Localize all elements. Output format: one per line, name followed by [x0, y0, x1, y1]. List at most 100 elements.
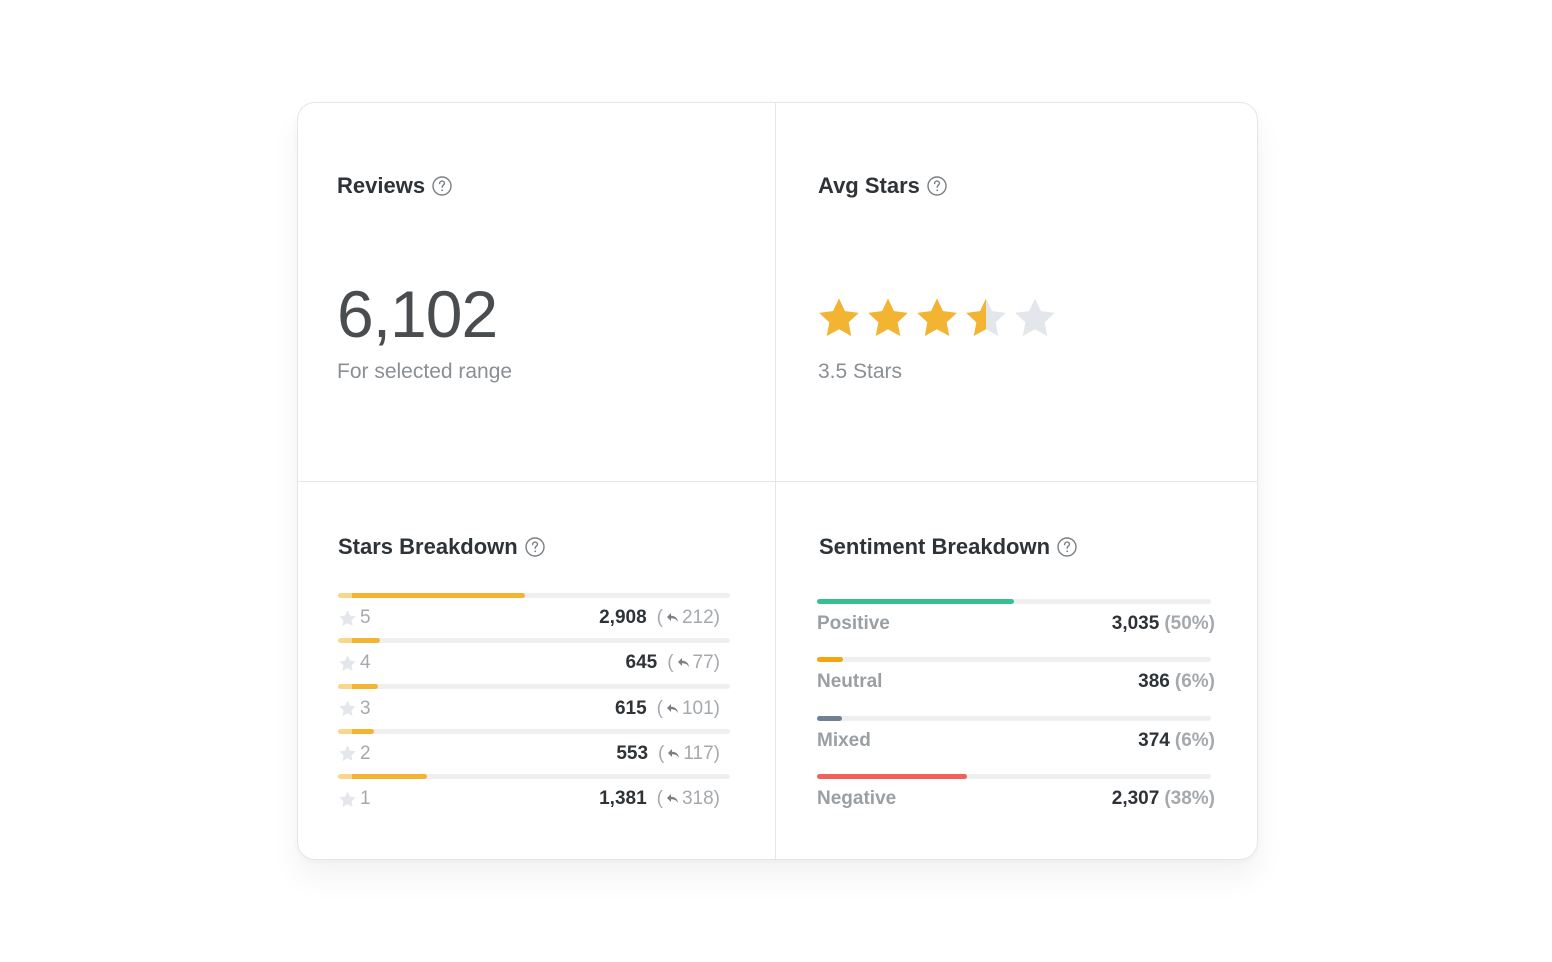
- bar-track: [338, 774, 730, 780]
- star-level: 2: [360, 742, 371, 764]
- replies-count: 212: [681, 607, 714, 628]
- star-icon: [339, 745, 356, 762]
- stars-breakdown-row: 4 645 (77): [338, 638, 730, 683]
- bar-track: [817, 599, 1211, 604]
- stars-breakdown-row: 3 615 (101): [338, 683, 730, 729]
- replies: (77): [667, 652, 720, 674]
- star-label: 4: [338, 652, 371, 674]
- star-values: 2,908 (212): [599, 607, 720, 629]
- replies: (212): [656, 607, 720, 628]
- bar-track: [338, 638, 730, 644]
- bar-track: [338, 728, 730, 734]
- star-level: 3: [360, 697, 371, 719]
- reviews-title: Reviews: [337, 173, 452, 199]
- avg-stars-panel: Avg Stars 3.5 Stars: [776, 103, 1257, 481]
- replies-count: 77: [692, 652, 714, 674]
- replies: (101): [656, 697, 720, 719]
- bar-fill: [817, 715, 842, 721]
- star-count: 2,908: [599, 607, 647, 628]
- star-label: 1: [338, 788, 371, 810]
- reply-icon: [666, 794, 678, 804]
- replies: (318): [656, 788, 720, 810]
- sentiment-values: 386 (6%): [1138, 671, 1215, 693]
- bar-fill: [338, 593, 525, 598]
- bar-track: [817, 773, 1211, 779]
- avg-stars-title-text: Avg Stars: [818, 173, 920, 198]
- stars-breakdown-panel: Stars Breakdown 5 2,908 (212): [298, 482, 775, 859]
- star-values: 1,381 (318): [599, 788, 720, 810]
- bar-fill: [817, 599, 1014, 604]
- sentiment-count: 2,307: [1111, 787, 1160, 809]
- star-count: 553: [616, 742, 649, 764]
- bar-track: [338, 683, 730, 689]
- star-level: 5: [360, 607, 371, 628]
- sentiment-label: Neutral: [817, 671, 883, 693]
- stars-breakdown-row: 2 553 (117): [338, 728, 730, 774]
- stars-breakdown-title: Stars Breakdown: [338, 534, 545, 560]
- avg-stars-title: Avg Stars: [818, 173, 947, 199]
- bar-fill: [817, 773, 967, 779]
- reply-icon: [666, 613, 678, 622]
- bar-fill: [338, 728, 374, 734]
- star-filled-icon: [917, 298, 957, 337]
- reviews-count: 6,102: [337, 277, 498, 351]
- help-icon[interactable]: [525, 537, 545, 557]
- reviews-panel: Reviews 6,102 For selected range: [298, 103, 775, 481]
- bar-fill: [338, 683, 378, 689]
- stats-card: Reviews 6,102 For selected range Avg Sta…: [297, 102, 1258, 860]
- star-filled-icon: [819, 298, 859, 337]
- sentiment-list: Positive 3,035 (50%) Neutral 386 (6%) Mixe…: [817, 599, 1215, 832]
- stars-breakdown-title-text: Stars Breakdown: [338, 534, 518, 559]
- sentiment-row: Neutral 386 (6%): [817, 657, 1215, 715]
- sentiment-row: Mixed 374 (6%): [817, 715, 1215, 774]
- sentiment-count: 374: [1138, 729, 1170, 751]
- avg-stars-subtext: 3.5 Stars: [818, 360, 903, 383]
- bar-fill: [338, 774, 427, 780]
- sentiment-breakdown-panel: Sentiment Breakdown Positive 3,035 (50%) …: [776, 482, 1257, 859]
- reply-icon: [668, 748, 680, 758]
- reply-icon: [666, 703, 678, 713]
- sentiment-values: 374 (6%): [1138, 730, 1215, 752]
- star-icon: [339, 791, 356, 807]
- star-label: 2: [338, 743, 371, 765]
- help-icon[interactable]: [1057, 537, 1077, 557]
- star-values: 553 (117): [616, 743, 720, 765]
- reviews-title-text: Reviews: [337, 173, 426, 198]
- star-count: 645: [625, 652, 658, 674]
- bar-fill: [817, 657, 843, 663]
- sentiment-breakdown-title-text: Sentiment Breakdown: [819, 534, 1051, 559]
- sentiment-breakdown-title: Sentiment Breakdown: [819, 534, 1077, 560]
- sentiment-percent: (38%): [1164, 787, 1215, 809]
- sentiment-percent: (50%): [1164, 613, 1215, 634]
- sentiment-values: 2,307 (38%): [1112, 788, 1215, 810]
- stars-breakdown-list: 5 2,908 (212) 4 645 (77): [338, 593, 730, 819]
- star-icon: [339, 609, 356, 626]
- reviews-subtext: For selected range: [337, 360, 513, 383]
- sentiment-percent: (6%): [1174, 671, 1215, 693]
- sentiment-row: Positive 3,035 (50%): [817, 599, 1215, 657]
- sentiment-label: Mixed: [817, 729, 871, 751]
- star-filled-icon: [868, 298, 908, 337]
- star-values: 615 (101): [615, 698, 720, 720]
- bar-track: [338, 593, 730, 598]
- star-empty-icon: [1015, 298, 1055, 337]
- star-label: 5: [338, 607, 371, 629]
- sentiment-count: 386: [1138, 671, 1170, 693]
- help-icon[interactable]: [927, 176, 947, 196]
- star-half-icon: [966, 298, 1006, 337]
- sentiment-percent: (6%): [1174, 729, 1215, 751]
- replies-count: 101: [681, 697, 714, 719]
- replies: (117): [658, 742, 720, 764]
- star-rating: [816, 295, 1061, 341]
- star-level: 1: [360, 788, 371, 810]
- sentiment-count: 3,035: [1111, 613, 1160, 634]
- horizontal-divider: [298, 481, 1257, 482]
- help-icon[interactable]: [432, 176, 452, 196]
- replies-count: 318: [681, 788, 714, 810]
- star-icon: [339, 700, 356, 717]
- reply-icon: [677, 658, 689, 668]
- stars-breakdown-row: 5 2,908 (212): [338, 593, 730, 638]
- star-count: 1,381: [599, 788, 647, 810]
- bar-track: [817, 715, 1211, 721]
- replies-count: 117: [683, 742, 714, 764]
